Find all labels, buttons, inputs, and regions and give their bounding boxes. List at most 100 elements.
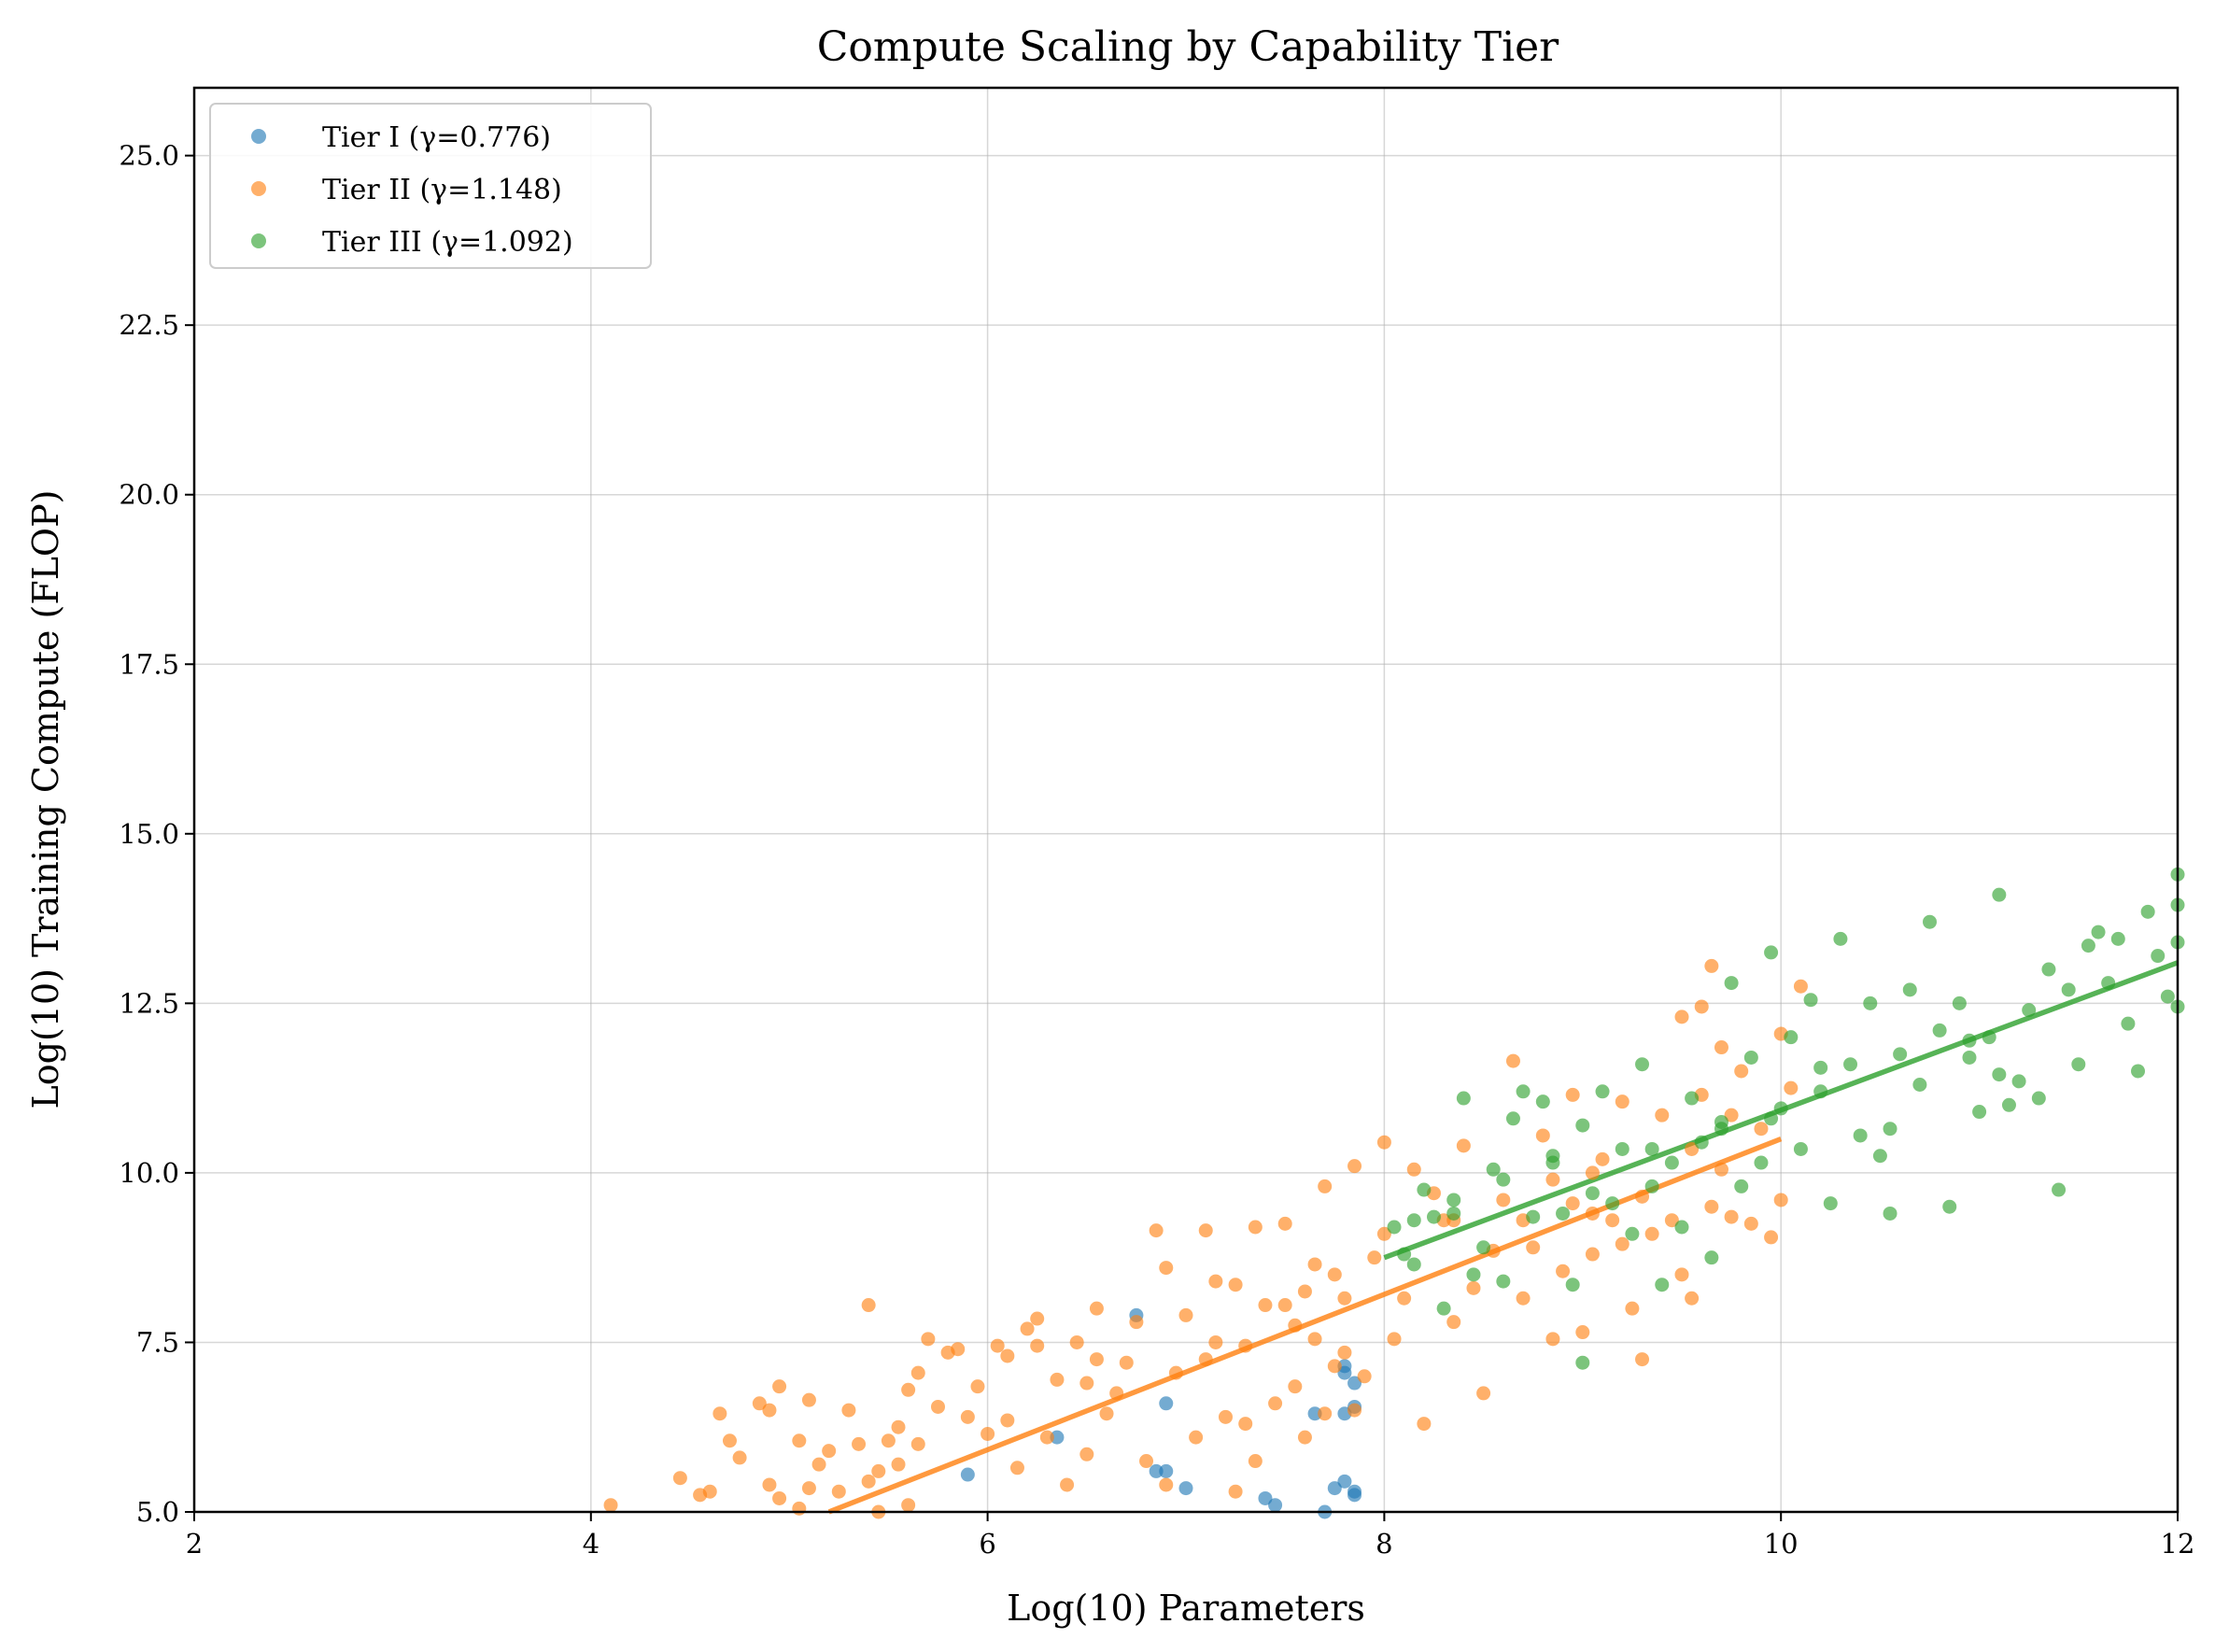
data-point	[1446, 1315, 1461, 1330]
data-point	[1655, 1108, 1670, 1123]
grid	[193, 88, 2179, 1513]
data-point	[1962, 1050, 1977, 1065]
data-point	[1406, 1257, 1421, 1272]
legend-marker	[251, 181, 266, 196]
data-point	[1972, 1105, 1987, 1120]
data-point	[722, 1433, 737, 1448]
data-point	[1556, 1264, 1571, 1278]
data-point	[1069, 1334, 1084, 1349]
data-point	[1644, 1141, 1659, 1156]
data-point	[772, 1379, 787, 1394]
data-point	[1605, 1196, 1620, 1211]
data-point	[1575, 1118, 1590, 1133]
data-point	[1773, 1193, 1788, 1207]
y-tick-label: 20.0	[119, 479, 179, 511]
data-point	[1387, 1332, 1402, 1347]
data-point	[1595, 1084, 1610, 1099]
data-point	[1545, 1332, 1560, 1347]
data-point	[1813, 1084, 1828, 1099]
data-point	[2151, 949, 2166, 964]
data-point	[1625, 1226, 1640, 1241]
data-point	[1218, 1409, 1233, 1424]
data-point	[1893, 1047, 1908, 1062]
data-point	[1228, 1278, 1243, 1292]
data-point	[960, 1467, 975, 1482]
data-point	[1872, 1149, 1887, 1164]
data-point	[2140, 904, 2155, 919]
data-point	[1734, 1179, 1749, 1193]
data-point	[1159, 1477, 1174, 1492]
data-point	[831, 1484, 846, 1499]
data-point	[1992, 887, 2007, 902]
data-point	[1764, 945, 1779, 960]
data-point	[1347, 1159, 1362, 1174]
y-tick-label: 15.0	[119, 818, 179, 850]
data-points	[603, 867, 2185, 1519]
data-point	[861, 1474, 876, 1489]
data-point	[1714, 1040, 1728, 1055]
data-point	[1556, 1206, 1571, 1221]
x-tick-label: 12	[2161, 1528, 2195, 1560]
data-point	[1635, 1057, 1650, 1072]
data-point	[1764, 1111, 1779, 1126]
data-point	[1456, 1138, 1471, 1153]
data-point	[1109, 1386, 1124, 1401]
legend-label: Tier III (γ=1.092)	[322, 226, 573, 259]
data-point	[1466, 1267, 1481, 1282]
data-point	[1337, 1365, 1352, 1380]
data-point	[1545, 1172, 1560, 1187]
data-point	[921, 1332, 936, 1347]
data-point	[1992, 1067, 2007, 1082]
data-point	[1446, 1206, 1461, 1221]
data-point	[1724, 976, 1739, 991]
data-point	[891, 1419, 906, 1434]
data-point	[881, 1433, 896, 1448]
legend-label: Tier II (γ=1.148)	[322, 174, 562, 206]
data-point	[1585, 1247, 1600, 1262]
data-point	[1327, 1359, 1342, 1374]
data-point	[1793, 979, 1808, 994]
data-point	[2110, 931, 2125, 946]
y-tick-label: 7.5	[136, 1326, 179, 1358]
data-point	[1417, 1417, 1432, 1432]
data-point	[801, 1392, 816, 1407]
data-point	[822, 1444, 837, 1459]
data-point	[1664, 1213, 1679, 1228]
data-point	[1505, 1053, 1520, 1068]
data-point	[1337, 1345, 1352, 1360]
chart-title: Compute Scaling by Capability Tier	[817, 23, 1559, 71]
data-point	[1238, 1417, 1253, 1432]
data-point	[1803, 993, 1818, 1008]
data-point	[1595, 1151, 1610, 1166]
data-point	[1526, 1240, 1541, 1255]
data-point	[1685, 1291, 1700, 1306]
data-point	[1327, 1481, 1342, 1496]
legend: Tier I (γ=0.776) Tier II (γ=1.148) Tier II…	[209, 103, 652, 269]
data-point	[2160, 989, 2175, 1004]
data-point	[1277, 1298, 1292, 1313]
data-point	[871, 1463, 886, 1478]
data-point	[1496, 1172, 1511, 1187]
x-axis-label: Log(10) Parameters	[1007, 1588, 1365, 1629]
data-point	[1496, 1274, 1511, 1289]
data-point	[1476, 1240, 1491, 1255]
data-point	[1853, 1128, 1868, 1143]
data-point	[1159, 1396, 1174, 1411]
data-point	[1387, 1220, 1402, 1235]
data-point	[1486, 1162, 1501, 1177]
data-point	[1704, 1250, 1719, 1265]
data-point	[960, 1409, 975, 1424]
data-point	[1268, 1396, 1283, 1411]
data-point	[1734, 1064, 1749, 1079]
data-point	[1496, 1193, 1511, 1207]
legend-marker	[251, 233, 266, 248]
data-point	[1297, 1284, 1312, 1299]
data-point	[2091, 925, 2106, 939]
data-point	[1050, 1430, 1065, 1445]
data-point	[1685, 1141, 1700, 1156]
data-point	[1258, 1490, 1273, 1505]
data-point	[1883, 1122, 1898, 1137]
legend-box	[209, 103, 652, 269]
y-tick-label: 25.0	[119, 140, 179, 172]
data-point	[1208, 1274, 1223, 1289]
